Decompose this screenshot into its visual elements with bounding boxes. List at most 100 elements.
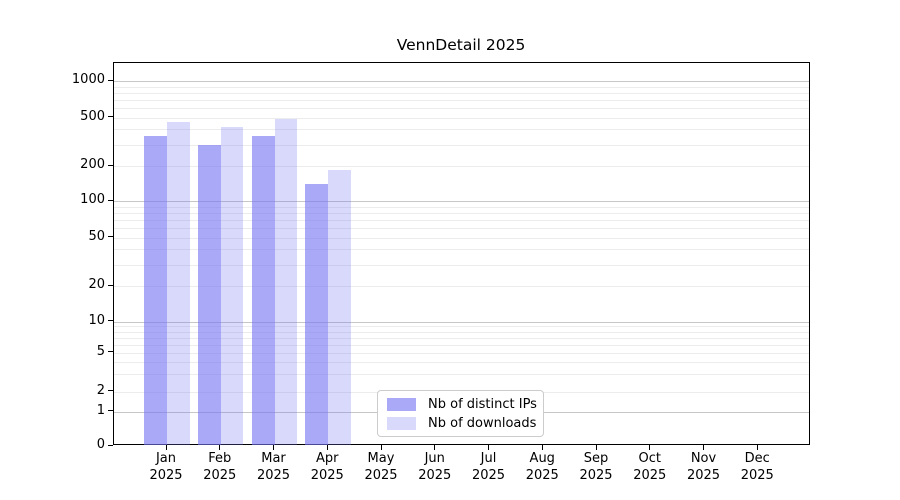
y-tick-label: 10 bbox=[88, 312, 105, 328]
legend-label-downloads: Nb of downloads bbox=[428, 415, 537, 431]
y-tick-label: 0 bbox=[96, 437, 105, 452]
plot-area bbox=[112, 62, 810, 445]
x-tick-label: Jan 2025 bbox=[134, 451, 198, 484]
y-tick-label: 20 bbox=[88, 277, 105, 292]
x-tick-label: Sep 2025 bbox=[564, 451, 628, 484]
gridline-major bbox=[113, 81, 809, 82]
x-tick-month: Jan bbox=[155, 451, 177, 466]
x-tick-year: 2025 bbox=[471, 467, 506, 483]
x-tick-label: Nov 2025 bbox=[672, 451, 736, 484]
x-tick-mark bbox=[541, 445, 543, 450]
x-tick-year: 2025 bbox=[740, 467, 774, 483]
x-tick-mark bbox=[595, 445, 597, 450]
gridline-minor bbox=[113, 144, 809, 146]
gridline-minor bbox=[113, 337, 809, 339]
x-tick-month: Jul bbox=[480, 451, 497, 466]
x-tick-label: May 2025 bbox=[349, 451, 413, 484]
y-tick-mark bbox=[107, 444, 113, 446]
gridline-minor bbox=[113, 117, 809, 119]
y-tick-mark bbox=[107, 351, 113, 353]
y-tick-mark bbox=[107, 410, 113, 412]
x-tick-year: 2025 bbox=[256, 467, 291, 483]
x-tick-month: Nov bbox=[690, 451, 717, 466]
gridline-minor bbox=[113, 249, 809, 251]
bar bbox=[197, 145, 221, 445]
gridline-minor bbox=[113, 237, 809, 239]
gridline-minor bbox=[113, 219, 809, 221]
legend-swatch-downloads bbox=[387, 416, 416, 430]
gridline-minor bbox=[113, 129, 809, 131]
x-tick-year: 2025 bbox=[686, 467, 721, 483]
x-tick-label: Mar 2025 bbox=[242, 451, 306, 484]
gridline-minor bbox=[113, 362, 809, 364]
x-tick-label: Oct 2025 bbox=[618, 451, 682, 484]
x-tick-mark bbox=[488, 445, 490, 450]
x-tick-label: Apr 2025 bbox=[295, 451, 359, 484]
gridline-minor bbox=[113, 331, 809, 333]
bar bbox=[167, 121, 190, 445]
y-tick-label: 200 bbox=[80, 157, 105, 172]
gridline-minor bbox=[113, 92, 809, 94]
bar bbox=[305, 184, 329, 445]
x-tick-year: 2025 bbox=[310, 467, 344, 483]
y-tick-mark bbox=[107, 320, 113, 322]
bar bbox=[328, 169, 351, 445]
x-tick-year: 2025 bbox=[418, 467, 452, 483]
x-tick-label: Dec 2025 bbox=[725, 451, 789, 484]
y-tick-mark bbox=[107, 79, 113, 81]
gridline-minor bbox=[113, 264, 809, 266]
y-tick-mark bbox=[107, 199, 113, 201]
x-tick-month: Mar bbox=[261, 451, 286, 466]
bar bbox=[251, 136, 275, 445]
x-tick-mark bbox=[380, 445, 382, 450]
gridline-minor bbox=[113, 86, 809, 88]
bar bbox=[274, 118, 297, 445]
gridline-minor bbox=[113, 206, 809, 208]
gridline-major bbox=[113, 201, 809, 202]
y-tick-mark bbox=[107, 116, 113, 118]
x-tick-mark bbox=[273, 445, 275, 450]
legend-label-distinct-ips: Nb of distinct IPs bbox=[428, 396, 537, 412]
y-tick-label: 1000 bbox=[71, 72, 105, 87]
x-tick-year: 2025 bbox=[203, 467, 237, 483]
x-tick-month: Sep bbox=[583, 451, 609, 466]
x-tick-mark bbox=[434, 445, 436, 450]
chart-title: VennDetail 2025 bbox=[396, 36, 526, 54]
gridline-minor bbox=[113, 107, 809, 109]
x-tick-year: 2025 bbox=[579, 467, 613, 483]
x-tick-year: 2025 bbox=[364, 467, 398, 483]
gridline-minor bbox=[113, 326, 809, 328]
gridline-minor bbox=[113, 166, 809, 167]
x-tick-month: Dec bbox=[744, 451, 770, 466]
y-tick-mark bbox=[107, 236, 113, 238]
bar bbox=[220, 126, 244, 445]
y-tick-label: 5 bbox=[96, 343, 105, 359]
x-tick-month: Feb bbox=[208, 451, 232, 466]
gridline-minor bbox=[113, 344, 809, 346]
y-tick-mark bbox=[107, 390, 113, 392]
x-tick-year: 2025 bbox=[525, 467, 559, 483]
gridline-minor bbox=[113, 212, 809, 214]
x-tick-mark bbox=[326, 445, 328, 450]
y-tick-label: 1 bbox=[96, 402, 105, 418]
y-tick-label: 100 bbox=[80, 192, 105, 207]
x-tick-mark bbox=[649, 445, 651, 450]
x-tick-month: Jun bbox=[424, 451, 445, 466]
legend: Nb of distinct IPs Nb of downloads bbox=[377, 390, 544, 437]
gridline-minor bbox=[113, 99, 809, 101]
x-tick-label: Aug 2025 bbox=[510, 451, 574, 484]
x-tick-label: Feb 2025 bbox=[188, 451, 252, 484]
x-tick-year: 2025 bbox=[633, 467, 667, 483]
x-tick-year: 2025 bbox=[149, 467, 183, 483]
x-tick-month: Oct bbox=[638, 451, 661, 466]
legend-item-downloads: Nb of downloads bbox=[387, 416, 543, 431]
x-tick-month: Aug bbox=[529, 451, 555, 466]
x-tick-month: Apr bbox=[316, 451, 339, 466]
bar bbox=[144, 136, 167, 445]
y-tick-label: 500 bbox=[80, 108, 105, 124]
x-tick-label: Jun 2025 bbox=[403, 451, 467, 484]
gridline-minor bbox=[113, 228, 809, 230]
legend-item-distinct-ips: Nb of distinct IPs bbox=[387, 397, 543, 412]
x-tick-mark bbox=[219, 445, 221, 450]
